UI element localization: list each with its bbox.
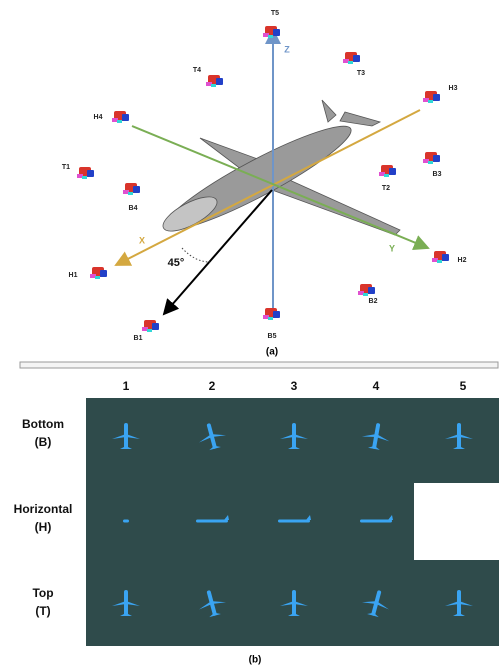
camera-part — [95, 276, 100, 279]
row-name: Top — [32, 586, 53, 600]
camera-label: H2 — [458, 257, 467, 264]
x-axis — [116, 110, 420, 265]
angle-label: 45° — [168, 257, 185, 269]
camera-part — [147, 329, 152, 332]
plane-fuselage — [360, 520, 392, 523]
row-name: Horizontal — [14, 502, 73, 516]
empty-cell — [414, 483, 499, 560]
camera-label: T4 — [193, 67, 201, 74]
row-code: (T) — [35, 604, 50, 618]
camera-lens — [442, 254, 449, 261]
camera-icon — [123, 183, 140, 195]
camera-label: T2 — [382, 185, 390, 192]
camera-part — [117, 120, 122, 123]
row-name: Bottom — [22, 417, 64, 431]
camera-lens — [122, 114, 129, 121]
camera-lens — [368, 287, 375, 294]
camera-label: H3 — [449, 85, 458, 92]
camera-icon — [432, 251, 449, 263]
camera-label: H4 — [94, 114, 103, 121]
camera-icon — [358, 284, 375, 296]
camera-label: B2 — [369, 298, 378, 305]
camera-label: B1 — [134, 335, 143, 342]
camera-part — [268, 35, 273, 38]
camera-label: T1 — [62, 164, 70, 171]
camera-lens — [216, 78, 223, 85]
camera-label: H1 — [69, 272, 78, 279]
camera-lens — [389, 168, 396, 175]
y-label: Y — [389, 243, 395, 253]
camera-lens — [87, 170, 94, 177]
camera-icon — [142, 320, 159, 332]
camera-part — [128, 192, 133, 195]
plane-thumbnail — [123, 520, 129, 523]
camera-part — [268, 317, 273, 320]
camera-label: B5 — [268, 333, 277, 340]
column-header: 5 — [460, 379, 467, 393]
camera-lens — [152, 323, 159, 330]
x-label: X — [139, 235, 145, 245]
camera-part — [437, 260, 442, 263]
column-header: 4 — [373, 379, 380, 393]
camera-icon — [112, 111, 129, 123]
camera-icon — [263, 308, 280, 320]
camera-icon — [206, 75, 223, 87]
camera-part — [348, 61, 353, 64]
row-code: (B) — [35, 435, 52, 449]
plane-fuselage — [196, 520, 228, 523]
camera-lens — [353, 55, 360, 62]
camera-part — [363, 293, 368, 296]
camera-icon — [90, 267, 107, 279]
camera-label: T5 — [271, 10, 279, 17]
camera-lens — [273, 311, 280, 318]
column-header: 2 — [209, 379, 216, 393]
camera-label: B3 — [433, 171, 442, 178]
camera-lens — [273, 29, 280, 36]
camera-icon — [379, 165, 396, 177]
camera-part — [428, 161, 433, 164]
camera-label: T3 — [357, 70, 365, 77]
camera-label: B4 — [129, 205, 138, 212]
camera-part — [384, 174, 389, 177]
column-header: 1 — [123, 379, 130, 393]
row-code: (H) — [35, 520, 52, 534]
camera-icon — [77, 167, 94, 179]
caption-a: (a) — [266, 347, 278, 358]
camera-part — [82, 176, 87, 179]
camera-icon — [343, 52, 360, 64]
plane-fuselage — [123, 520, 129, 523]
angle-arc — [182, 248, 210, 262]
camera-lens — [433, 94, 440, 101]
column-header: 3 — [291, 379, 298, 393]
camera-lens — [100, 270, 107, 277]
camera-part — [428, 100, 433, 103]
camera-lens — [133, 186, 140, 193]
camera-icon — [263, 26, 280, 38]
camera-part — [211, 84, 216, 87]
camera-lens — [433, 155, 440, 162]
z-label: Z — [284, 44, 290, 54]
camera-icon — [423, 91, 440, 103]
plane-fuselage — [278, 520, 310, 523]
caption-b: (b) — [249, 655, 262, 666]
separator — [20, 362, 498, 368]
camera-icon — [423, 152, 440, 164]
figure: Z X Y 45° T5 T4 T3 H3 H4 T1 B4 T2 B3 H2 H1 B2 B1 B5 (… — [0, 0, 499, 667]
